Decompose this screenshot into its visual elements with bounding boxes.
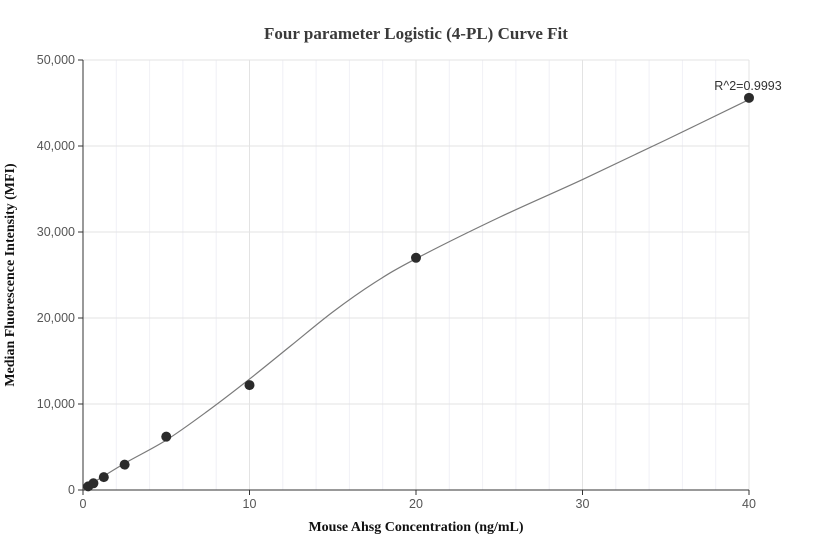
data-points — [83, 92, 754, 492]
chart-title: Four parameter Logistic (4-PL) Curve Fit — [264, 24, 568, 43]
y-tick-label: 10,000 — [37, 397, 75, 411]
y-tick-label: 30,000 — [37, 225, 75, 239]
x-tick-label: 40 — [742, 497, 756, 511]
ticks: 0 10 20 30 40 0 10,000 20,000 30,000 40,000 50,000 — [37, 53, 756, 511]
y-tick-label: 40,000 — [37, 139, 75, 153]
data-point — [88, 478, 99, 489]
y-tick-label: 0 — [68, 483, 75, 497]
x-axis-label: Mouse Ahsg Concentration (ng/mL) — [308, 520, 523, 535]
x-tick-label: 10 — [243, 497, 257, 511]
data-point — [98, 472, 109, 483]
y-tick-label: 50,000 — [37, 53, 75, 67]
x-tick-label: 20 — [409, 497, 423, 511]
fit-curve-layer — [87, 99, 750, 487]
y-axis-label: Median Fluorescence Intensity (MFI) — [3, 163, 18, 387]
y-tick-label: 20,000 — [37, 311, 75, 325]
fit-curve — [87, 99, 750, 487]
data-point — [119, 459, 130, 470]
x-tick-label: 30 — [576, 497, 590, 511]
data-point — [161, 431, 172, 442]
data-point — [744, 92, 754, 103]
data-point — [411, 252, 421, 263]
grid — [83, 59, 750, 490]
x-tick-label: 0 — [80, 497, 87, 511]
r-squared-annotation: R^2=0.9993 — [714, 79, 781, 93]
data-point — [244, 380, 255, 391]
